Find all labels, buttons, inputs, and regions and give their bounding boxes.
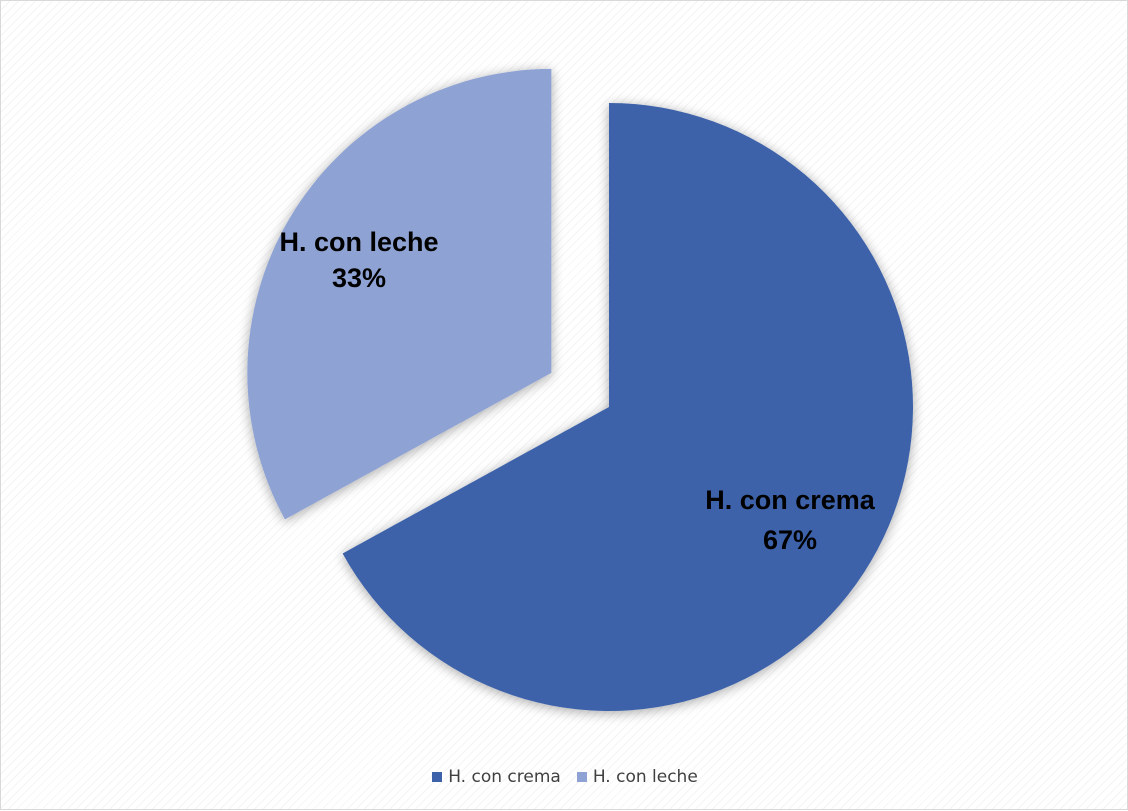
pie-slice-1 bbox=[247, 68, 552, 520]
legend-label-leche: H. con leche bbox=[592, 767, 698, 787]
slice-label-value-0: 67% bbox=[763, 525, 817, 555]
slice-label-value-1: 33% bbox=[332, 263, 386, 293]
chart-legend: H. con crema H. con leche bbox=[1, 767, 1128, 787]
legend-swatch-crema bbox=[432, 772, 443, 782]
legend-swatch-leche bbox=[576, 772, 587, 782]
pie-labels: H. con crema 67% H. con leche 33% bbox=[279, 227, 875, 555]
pie-slices bbox=[247, 68, 914, 711]
slice-label-name-1: H. con leche bbox=[279, 227, 438, 257]
slice-label-name-0: H. con crema bbox=[705, 485, 876, 515]
legend-item-crema: H. con crema bbox=[432, 767, 561, 787]
pie-slice-0 bbox=[342, 103, 914, 711]
legend-label-crema: H. con crema bbox=[448, 767, 561, 787]
legend-item-leche: H. con leche bbox=[576, 767, 698, 787]
